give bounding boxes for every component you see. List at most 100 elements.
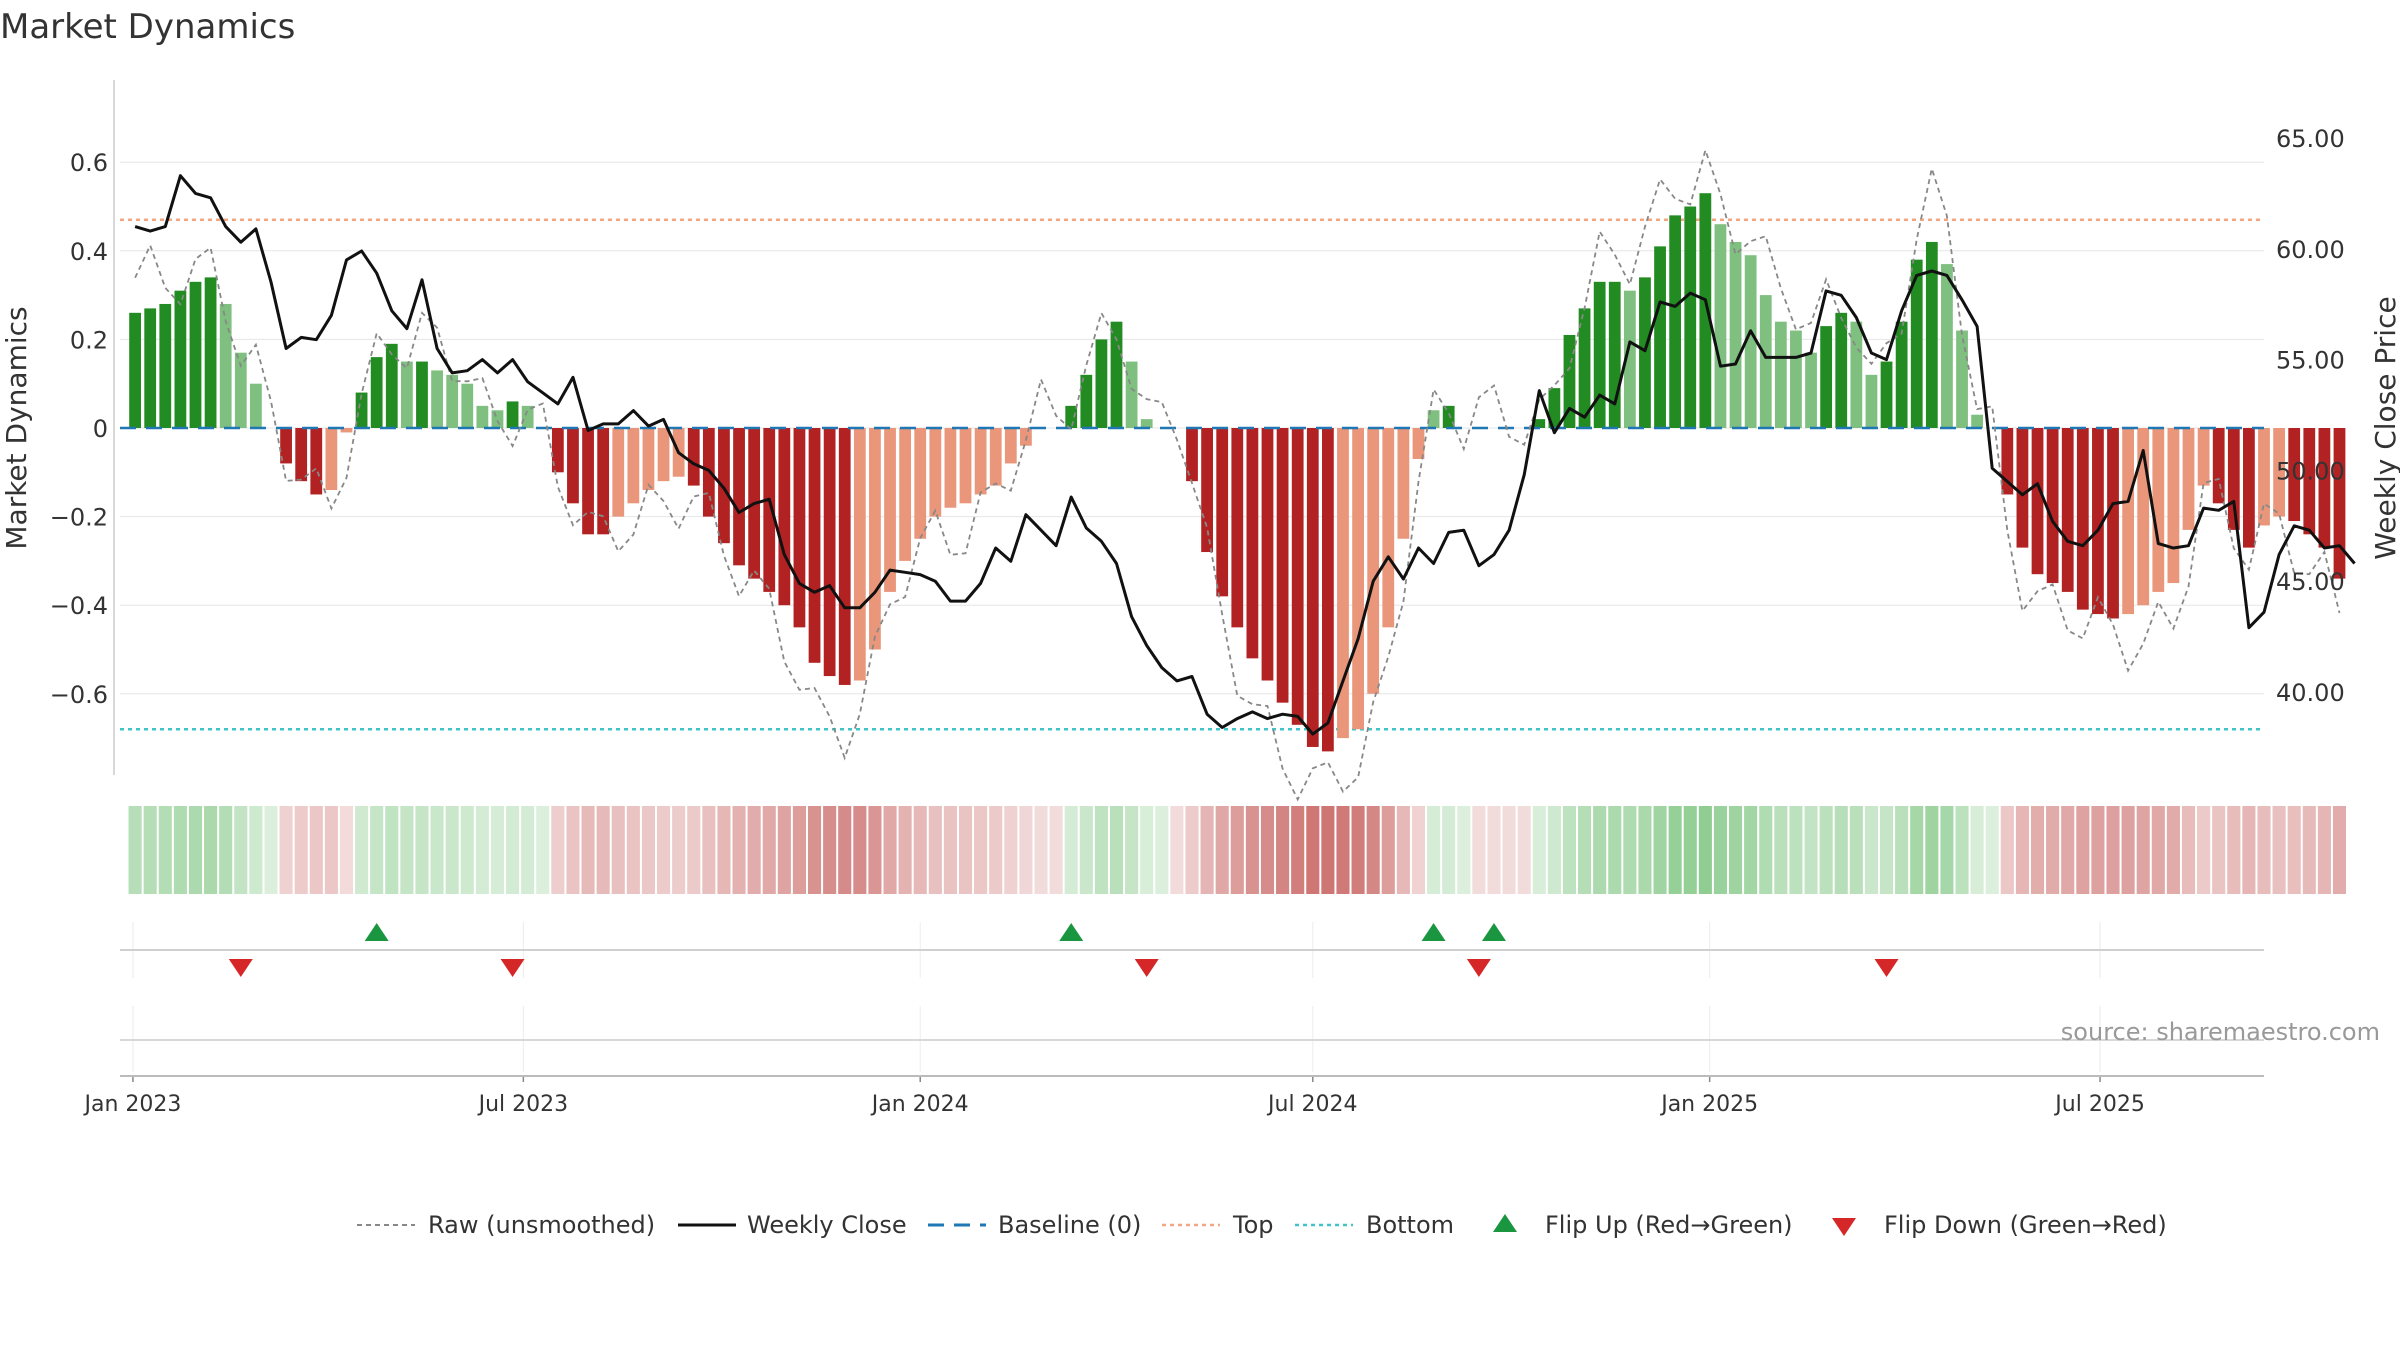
heat-cell	[1260, 806, 1275, 894]
right-tick-label: 65.00	[2276, 125, 2345, 153]
dynamics-bar	[295, 428, 308, 482]
dynamics-bar	[234, 352, 247, 428]
dynamics-bar	[1850, 321, 1863, 428]
heat-cell	[1502, 806, 1516, 894]
flip-up-marker	[1421, 923, 1446, 941]
heat-cell	[2242, 806, 2256, 894]
heat-cell	[490, 806, 505, 894]
heat-cell	[1925, 806, 1939, 894]
heat-cell	[657, 806, 671, 894]
x-tick-label: Jul 2023	[477, 1092, 569, 1117]
dynamics-bar	[2092, 428, 2104, 615]
heat-cell	[2166, 806, 2180, 894]
heat-cell	[2061, 806, 2075, 894]
heat-cell	[2030, 806, 2045, 894]
heat-cell	[370, 806, 384, 894]
heat-cell	[2181, 806, 2196, 894]
flip-down-marker	[228, 959, 253, 977]
price-lines	[134, 147, 2356, 802]
flip-up-marker	[1481, 923, 1506, 941]
flip-up-marker	[364, 923, 389, 941]
dynamics-bar	[355, 392, 368, 428]
dynamics-bar	[1533, 419, 1546, 428]
lower-panel	[120, 1006, 2264, 1072]
x-tick-label: Jan 2024	[870, 1092, 969, 1117]
heat-cell	[2046, 806, 2060, 894]
dynamics-bar	[325, 428, 338, 491]
heat-cell	[1411, 806, 1426, 894]
dynamics-bar	[144, 308, 157, 428]
heat-cell	[2015, 806, 2029, 894]
dynamics-bar	[1654, 246, 1666, 428]
heat-cell	[355, 806, 369, 894]
left-tick-label: 0	[93, 415, 108, 443]
dynamics-bar	[989, 428, 1002, 486]
heat-cell	[1789, 806, 1803, 894]
dynamics-bar	[1065, 405, 1078, 428]
heat-cell	[1910, 806, 1924, 894]
right-tick-label: 55.00	[2276, 347, 2345, 375]
dynamics-bar	[1790, 330, 1802, 428]
heat-cell	[1200, 806, 1214, 894]
dynamics-bar	[2212, 428, 2225, 504]
dynamics-bar	[1639, 277, 1651, 428]
heat-cell	[2076, 806, 2090, 894]
x-tick-label: Jul 2025	[2053, 1092, 2145, 1117]
heat-cell	[717, 806, 731, 894]
dynamics-bar	[1699, 193, 1712, 428]
dynamics-bar	[853, 428, 866, 681]
dynamics-bar	[778, 428, 791, 606]
dynamics-bar	[310, 428, 323, 495]
dynamics-bar	[431, 370, 443, 428]
heat-cell	[1185, 806, 1199, 894]
heat-cell	[506, 806, 520, 894]
dynamics-bar	[793, 428, 806, 628]
right-tick-label: 60.00	[2276, 236, 2345, 264]
heat-cell	[1653, 806, 1667, 894]
dynamics-bar	[2167, 428, 2180, 584]
heat-cell	[460, 806, 474, 894]
dynamics-bar	[657, 428, 670, 482]
dynamics-bar	[2031, 428, 2044, 575]
dynamics-bar	[2122, 428, 2135, 615]
legend-top-label: Top	[1232, 1211, 1274, 1239]
heat-cell	[1955, 806, 1969, 894]
dynamics-bar	[400, 361, 413, 428]
left-tick-label: −0.2	[50, 504, 108, 532]
dynamics-bar	[1865, 374, 1878, 428]
right-tick-label: 50.00	[2276, 457, 2345, 485]
heat-cell	[853, 806, 867, 894]
dynamics-bar	[2227, 428, 2240, 530]
dynamics-bar	[2076, 428, 2089, 610]
heat-cell	[1895, 806, 1909, 894]
flip-down-marker	[500, 959, 525, 977]
dynamics-bar	[1956, 330, 1968, 428]
right-tick-label: 40.00	[2276, 679, 2345, 707]
right-tick-label: 45.00	[2276, 568, 2345, 596]
heat-cell	[2302, 806, 2316, 894]
heat-cell	[762, 806, 776, 894]
heat-cell	[928, 806, 942, 894]
dynamics-bar	[1412, 428, 1425, 460]
dynamics-bar	[2137, 428, 2150, 606]
heat-cell	[2257, 806, 2271, 894]
dynamics-bar	[1593, 281, 1606, 428]
heat-cell	[1864, 806, 1878, 894]
dynamics-bar	[249, 383, 262, 428]
heat-cell	[687, 806, 701, 894]
heat-cell	[1034, 806, 1048, 894]
heat-cell	[1321, 806, 1335, 894]
heat-cell	[1427, 806, 1441, 894]
heat-cell	[1532, 806, 1546, 894]
dynamics-bar	[2288, 428, 2301, 522]
flip-down-marker	[1134, 959, 1159, 977]
heat-cell	[264, 806, 278, 894]
dynamics-bar	[1201, 428, 1213, 553]
heat-cell	[823, 806, 837, 894]
heat-cell	[792, 806, 806, 894]
heat-cell	[309, 806, 323, 894]
dynamics-bar	[597, 428, 610, 535]
heat-cell	[2197, 806, 2211, 894]
dynamics-bar	[1714, 224, 1727, 428]
raw-line	[134, 147, 2341, 802]
